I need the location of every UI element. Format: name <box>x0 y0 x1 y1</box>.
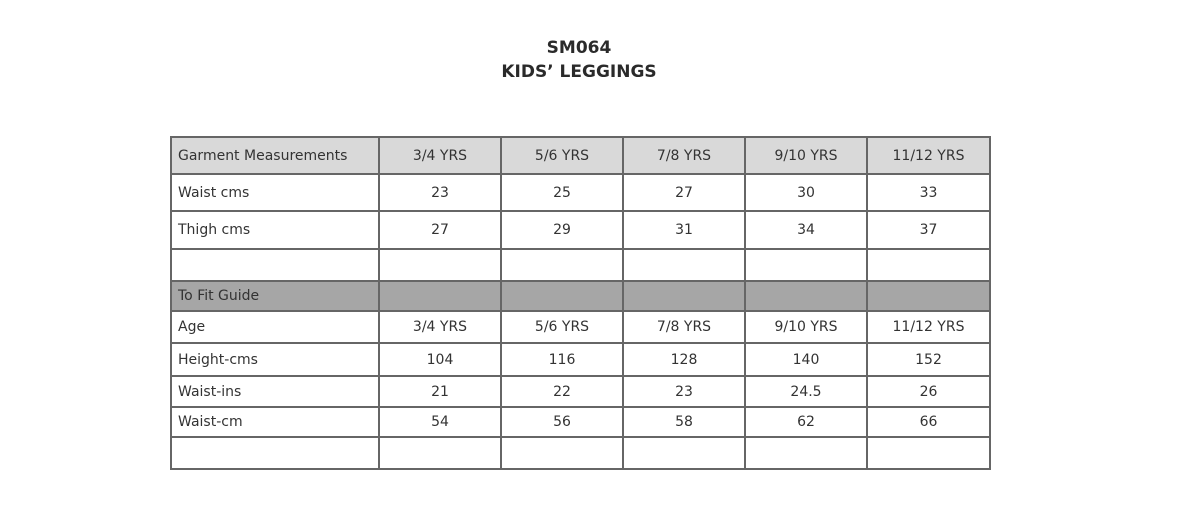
table-cell: To Fit Guide <box>170 280 380 312</box>
table-cell: 22 <box>500 375 624 408</box>
table-cell: 30 <box>744 173 868 212</box>
table-cell: 31 <box>622 210 746 250</box>
table-cell <box>378 436 502 470</box>
table-cell: Thigh cms <box>170 210 380 250</box>
table-cell <box>500 248 624 282</box>
table-cell: Age <box>170 310 380 344</box>
table-cell <box>378 280 502 312</box>
table-cell: 25 <box>500 173 624 212</box>
table-row: Thigh cms 27 29 31 34 37 <box>170 210 991 250</box>
product-title: KIDS’ LEGGINGS <box>501 62 657 82</box>
table-cell <box>744 248 868 282</box>
table-cell <box>170 436 380 470</box>
table-cell: 116 <box>500 342 624 377</box>
table-cell: 34 <box>744 210 868 250</box>
table-cell: 3/4 YRS <box>378 310 502 344</box>
table-cell: Waist-cm <box>170 406 380 438</box>
table-row <box>170 436 991 470</box>
table-cell: 27 <box>622 173 746 212</box>
table-cell: 3/4 YRS <box>378 136 502 175</box>
table-cell: 29 <box>500 210 624 250</box>
table-row: Garment Measurements 3/4 YRS 5/6 YRS 7/8 YR… <box>170 136 991 175</box>
table-cell: Waist-ins <box>170 375 380 408</box>
table-cell <box>622 280 746 312</box>
table-row: Waist-ins 21 22 23 24.5 26 <box>170 375 991 408</box>
table-cell <box>170 248 380 282</box>
table-cell: 26 <box>866 375 991 408</box>
table-cell: 27 <box>378 210 502 250</box>
table-cell: 152 <box>866 342 991 377</box>
table-cell: 7/8 YRS <box>622 136 746 175</box>
table-cell: 104 <box>378 342 502 377</box>
table-cell: 11/12 YRS <box>866 310 991 344</box>
table-cell: 9/10 YRS <box>744 310 868 344</box>
table-cell: Height-cms <box>170 342 380 377</box>
table-cell <box>622 436 746 470</box>
table-cell: 37 <box>866 210 991 250</box>
table-cell: 24.5 <box>744 375 868 408</box>
table-cell <box>866 248 991 282</box>
table-cell <box>744 280 868 312</box>
table-cell: 56 <box>500 406 624 438</box>
table-cell: 23 <box>378 173 502 212</box>
size-table: Garment Measurements 3/4 YRS 5/6 YRS 7/8 YR… <box>170 136 991 470</box>
table-cell <box>622 248 746 282</box>
table-cell: 11/12 YRS <box>866 136 991 175</box>
table-cell: 66 <box>866 406 991 438</box>
table-cell: 62 <box>744 406 868 438</box>
product-code: SM064 <box>546 38 612 58</box>
table-cell: Waist cms <box>170 173 380 212</box>
table-cell: 5/6 YRS <box>500 310 624 344</box>
table-cell: 9/10 YRS <box>744 136 868 175</box>
table-cell: 58 <box>622 406 746 438</box>
table-cell <box>500 436 624 470</box>
table-row: Age 3/4 YRS 5/6 YRS 7/8 YRS 9/10 YRS 11/12 YR… <box>170 310 991 344</box>
table-cell: 33 <box>866 173 991 212</box>
table-cell: 21 <box>378 375 502 408</box>
table-cell: 128 <box>622 342 746 377</box>
table-row: Waist-cm 54 56 58 62 66 <box>170 406 991 438</box>
table-row: To Fit Guide <box>170 280 991 312</box>
table-cell: 5/6 YRS <box>500 136 624 175</box>
table-cell <box>500 280 624 312</box>
table-row: Height-cms 104 116 128 140 152 <box>170 342 991 377</box>
table-cell: Garment Measurements <box>170 136 380 175</box>
table-cell <box>866 436 991 470</box>
table-cell <box>744 436 868 470</box>
table-cell: 140 <box>744 342 868 377</box>
table-cell: 23 <box>622 375 746 408</box>
table-cell <box>866 280 991 312</box>
table-row: Waist cms 23 25 27 30 33 <box>170 173 991 212</box>
table-row <box>170 248 991 282</box>
table-cell: 54 <box>378 406 502 438</box>
table-cell <box>378 248 502 282</box>
table-cell: 7/8 YRS <box>622 310 746 344</box>
